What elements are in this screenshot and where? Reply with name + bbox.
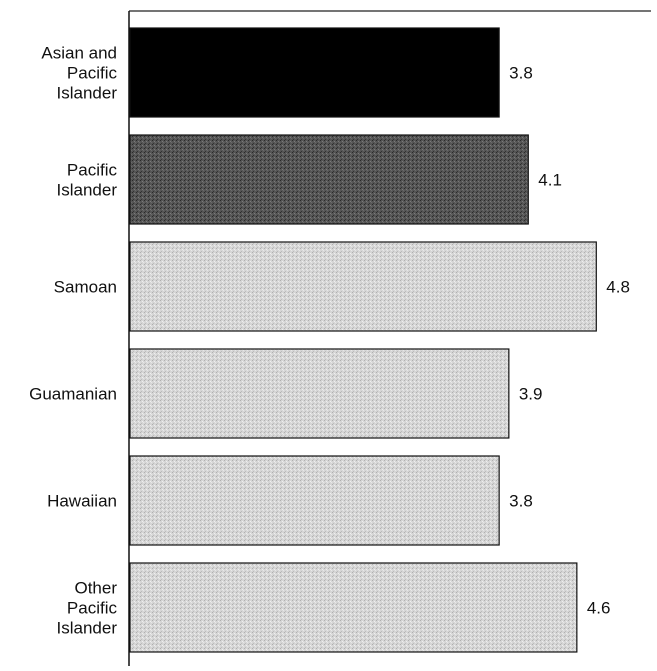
bar	[129, 348, 510, 439]
category-label: Asian and Pacific Islander	[41, 44, 117, 103]
data-label: 4.8	[606, 278, 630, 297]
category-label-line: Islander	[57, 84, 118, 103]
data-label: 3.8	[509, 492, 533, 511]
category-label: Other Pacific Islander	[57, 579, 118, 638]
category-label-line: Samoan	[54, 278, 117, 297]
category-label: Hawaiian	[47, 492, 117, 511]
data-label: 3.8	[509, 64, 533, 83]
bar	[129, 455, 500, 546]
category-label-line: Islander	[57, 181, 118, 200]
bar	[129, 562, 578, 653]
category-label-line: Guamanian	[29, 385, 117, 404]
data-label: 4.1	[538, 171, 562, 190]
category-label-line: Pacific	[67, 161, 118, 180]
category-label-line: Islander	[57, 619, 118, 638]
category-label-line: Pacific	[67, 64, 118, 83]
category-label-line: Pacific	[67, 599, 118, 618]
data-label: 3.9	[519, 385, 543, 404]
category-label-line: Hawaiian	[47, 492, 117, 511]
bar	[129, 134, 529, 225]
category-label: Guamanian	[29, 385, 117, 404]
data-label: 4.6	[587, 599, 611, 618]
category-label-line: Other	[74, 579, 117, 598]
bar	[129, 27, 500, 118]
category-label: Pacific Islander	[57, 161, 118, 200]
category-label: Samoan	[54, 278, 117, 297]
category-label-line: Asian and	[41, 44, 117, 63]
bar	[129, 241, 597, 332]
